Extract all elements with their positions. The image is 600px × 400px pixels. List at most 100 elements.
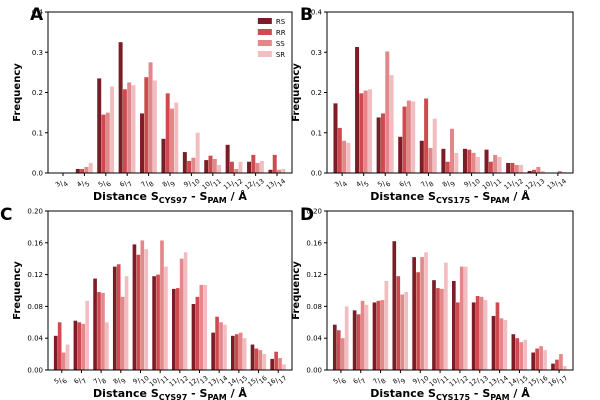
bar-ss-3-4 xyxy=(342,140,347,173)
x-tick-label: 12/13 xyxy=(467,374,490,388)
x-tick-denominator: 8 xyxy=(427,180,435,189)
bar-ss-8-9 xyxy=(450,128,455,173)
bar-sr-12-13 xyxy=(540,170,545,173)
bar-rs-11-12 xyxy=(506,162,511,173)
bar-sr-14-15 xyxy=(242,338,247,370)
bar-sr-7-8 xyxy=(432,118,437,173)
x-tick-denominator: 9 xyxy=(169,180,177,189)
bar-rr-13-14 xyxy=(272,154,277,173)
x-tick-denominator: 10 xyxy=(190,177,201,188)
bar-rr-14-15 xyxy=(515,338,520,370)
x-tick-numerator: 9 xyxy=(182,180,190,189)
bar-rs-5-6 xyxy=(53,335,58,370)
x-tick-denominator: 7 xyxy=(359,377,367,386)
bar-sr-5-6 xyxy=(110,86,115,173)
x-tick-label: 9/10 xyxy=(131,374,150,386)
x-tick-numerator: 4 xyxy=(75,180,83,189)
x-tick-label: 3/4 xyxy=(333,180,349,189)
bar-rs-12-13 xyxy=(247,161,252,173)
y-axis-label: Frequency xyxy=(12,261,23,320)
bar-ss-5-6 xyxy=(385,51,390,174)
x-axis-label-subscript: PAM xyxy=(207,393,226,400)
y-tick-label: 0.12 xyxy=(27,271,43,279)
legend-label: SS xyxy=(276,40,285,48)
bar-rr-3-4 xyxy=(337,127,342,173)
bar-ss-10-11 xyxy=(212,158,217,173)
x-tick-denominator: 5 xyxy=(362,180,370,189)
legend-label: RR xyxy=(276,29,286,37)
x-tick-label: 7/8 xyxy=(139,180,155,189)
x-tick-label: 8/9 xyxy=(112,377,128,386)
x-tick-label: 13/14 xyxy=(546,177,569,191)
x-tick-denominator: 16 xyxy=(538,374,549,385)
x-tick-numerator: 12 xyxy=(467,377,478,388)
x-tick-numerator: 9 xyxy=(462,180,470,189)
x-tick-slash: / xyxy=(356,377,363,385)
y-tick-label: 0.04 xyxy=(27,335,43,343)
x-tick-slash: / xyxy=(402,180,409,188)
bar-rr-6-7 xyxy=(356,314,361,370)
x-tick-numerator: 6 xyxy=(72,377,80,386)
bar-sr-11-12 xyxy=(238,161,243,173)
x-tick-numerator: 16 xyxy=(266,377,277,388)
x-tick-label: 4/5 xyxy=(75,180,91,189)
x-tick-numerator: 11 xyxy=(448,377,459,388)
bar-rs-11-12 xyxy=(171,288,176,370)
bar-rs-7-8 xyxy=(419,140,424,173)
x-axis-label-part: - S xyxy=(470,387,490,400)
x-tick-label: 10/11 xyxy=(481,177,504,191)
y-tick-label: 0.08 xyxy=(27,303,43,311)
x-tick-denominator: 7 xyxy=(126,180,134,189)
x-tick-denominator: 4 xyxy=(341,180,349,189)
x-tick-denominator: 8 xyxy=(379,377,387,386)
x-tick-numerator: 4 xyxy=(354,180,362,189)
bar-sr-13-14 xyxy=(223,324,227,370)
x-tick-numerator: 7 xyxy=(371,377,379,386)
x-tick-numerator: 13 xyxy=(265,180,276,191)
x-tick-label: 11/12 xyxy=(167,374,190,388)
bar-rs-8-9 xyxy=(161,138,166,173)
x-tick-denominator: 14 xyxy=(218,374,229,385)
x-tick-label: 11/12 xyxy=(222,177,245,191)
bar-rr-8-9 xyxy=(396,276,401,370)
bar-sr-5-6 xyxy=(389,75,394,173)
y-tick-label: 0.08 xyxy=(306,303,322,311)
x-tick-label: 15/16 xyxy=(246,374,269,388)
x-axis-label-part: Distance S xyxy=(93,190,159,203)
bar-rs-16-17 xyxy=(270,358,274,370)
legend-swatch-ss xyxy=(257,40,272,46)
bar-rs-7-8 xyxy=(93,278,97,370)
bar-sr-8-9 xyxy=(124,276,129,370)
x-axis-label-part: - S xyxy=(470,190,490,203)
bar-ss-4-5 xyxy=(363,90,368,173)
bar-ss-8-9 xyxy=(170,108,174,173)
bar-ss-15-16 xyxy=(539,346,543,370)
x-tick-denominator: 12 xyxy=(233,177,244,188)
x-tick-numerator: 13 xyxy=(207,377,218,388)
x-axis-label-part: Distance S xyxy=(370,387,436,400)
bar-ss-6-7 xyxy=(81,323,86,370)
y-tick-label: 0.0 xyxy=(311,170,322,178)
x-tick-slash: / xyxy=(376,377,383,385)
bar-sr-10-11 xyxy=(444,262,448,370)
legend-swatch-rs xyxy=(257,18,272,24)
x-tick-label: 4/5 xyxy=(354,180,370,189)
x-tick-label: 14/15 xyxy=(226,374,249,388)
x-tick-slash: / xyxy=(155,377,162,385)
bar-rr-6-7 xyxy=(402,106,407,173)
x-tick-numerator: 10 xyxy=(481,180,492,191)
y-tick-label: 0.00 xyxy=(27,367,43,375)
bar-rs-10-11 xyxy=(484,149,489,173)
bar-sr-15-16 xyxy=(262,354,267,370)
x-tick-numerator: 14 xyxy=(226,377,237,388)
bar-rs-6-7 xyxy=(352,310,357,371)
x-tick-label: 9/10 xyxy=(182,177,201,189)
plot-frame xyxy=(326,210,574,371)
x-tick-label: 16/17 xyxy=(266,374,289,388)
y-tick-label: 0.04 xyxy=(306,335,322,343)
x-tick-numerator: 15 xyxy=(527,377,538,388)
bar-ss-13-14 xyxy=(277,169,281,173)
bar-ss-13-14 xyxy=(219,322,223,370)
x-tick-denominator: 12 xyxy=(513,177,524,188)
x-tick-numerator: 11 xyxy=(167,377,178,388)
